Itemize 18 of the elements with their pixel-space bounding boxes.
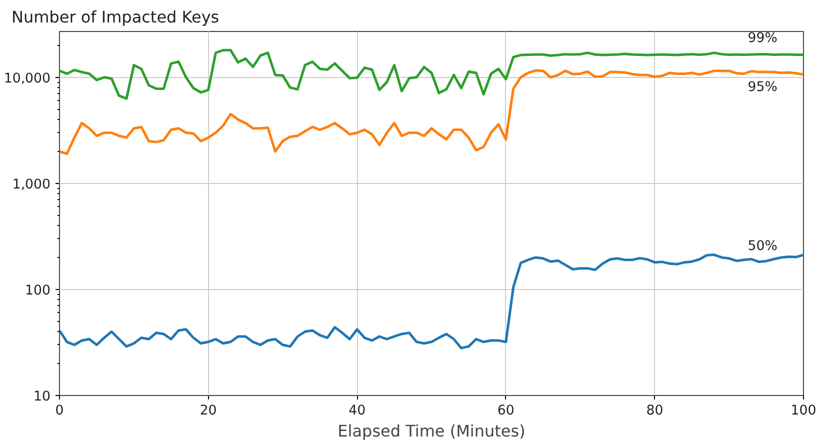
x-tick-label: 80 (646, 404, 664, 418)
y-tick-label: 10,000 (4, 71, 51, 86)
x-tick-label: 40 (348, 404, 366, 418)
line-series (60, 254, 804, 350)
x-axis-title: Elapsed Time (Minutes) (338, 422, 526, 440)
chart-title: Number of Impacted Keys (12, 8, 220, 26)
series-label: 99% (748, 31, 778, 46)
y-tick-label: 1,000 (12, 177, 50, 192)
line-series (60, 48, 804, 100)
x-tick-label: 0 (55, 404, 64, 418)
series-label: 50% (748, 238, 778, 254)
y-tick-label: 100 (25, 283, 51, 298)
line-series (60, 69, 804, 156)
x-tick-label: 20 (200, 404, 217, 418)
x-tick-label: 60 (497, 404, 514, 418)
x-tick-label: 100 (790, 404, 816, 418)
y-tick-label: 10 (34, 390, 51, 404)
series-label: 95% (748, 80, 778, 96)
